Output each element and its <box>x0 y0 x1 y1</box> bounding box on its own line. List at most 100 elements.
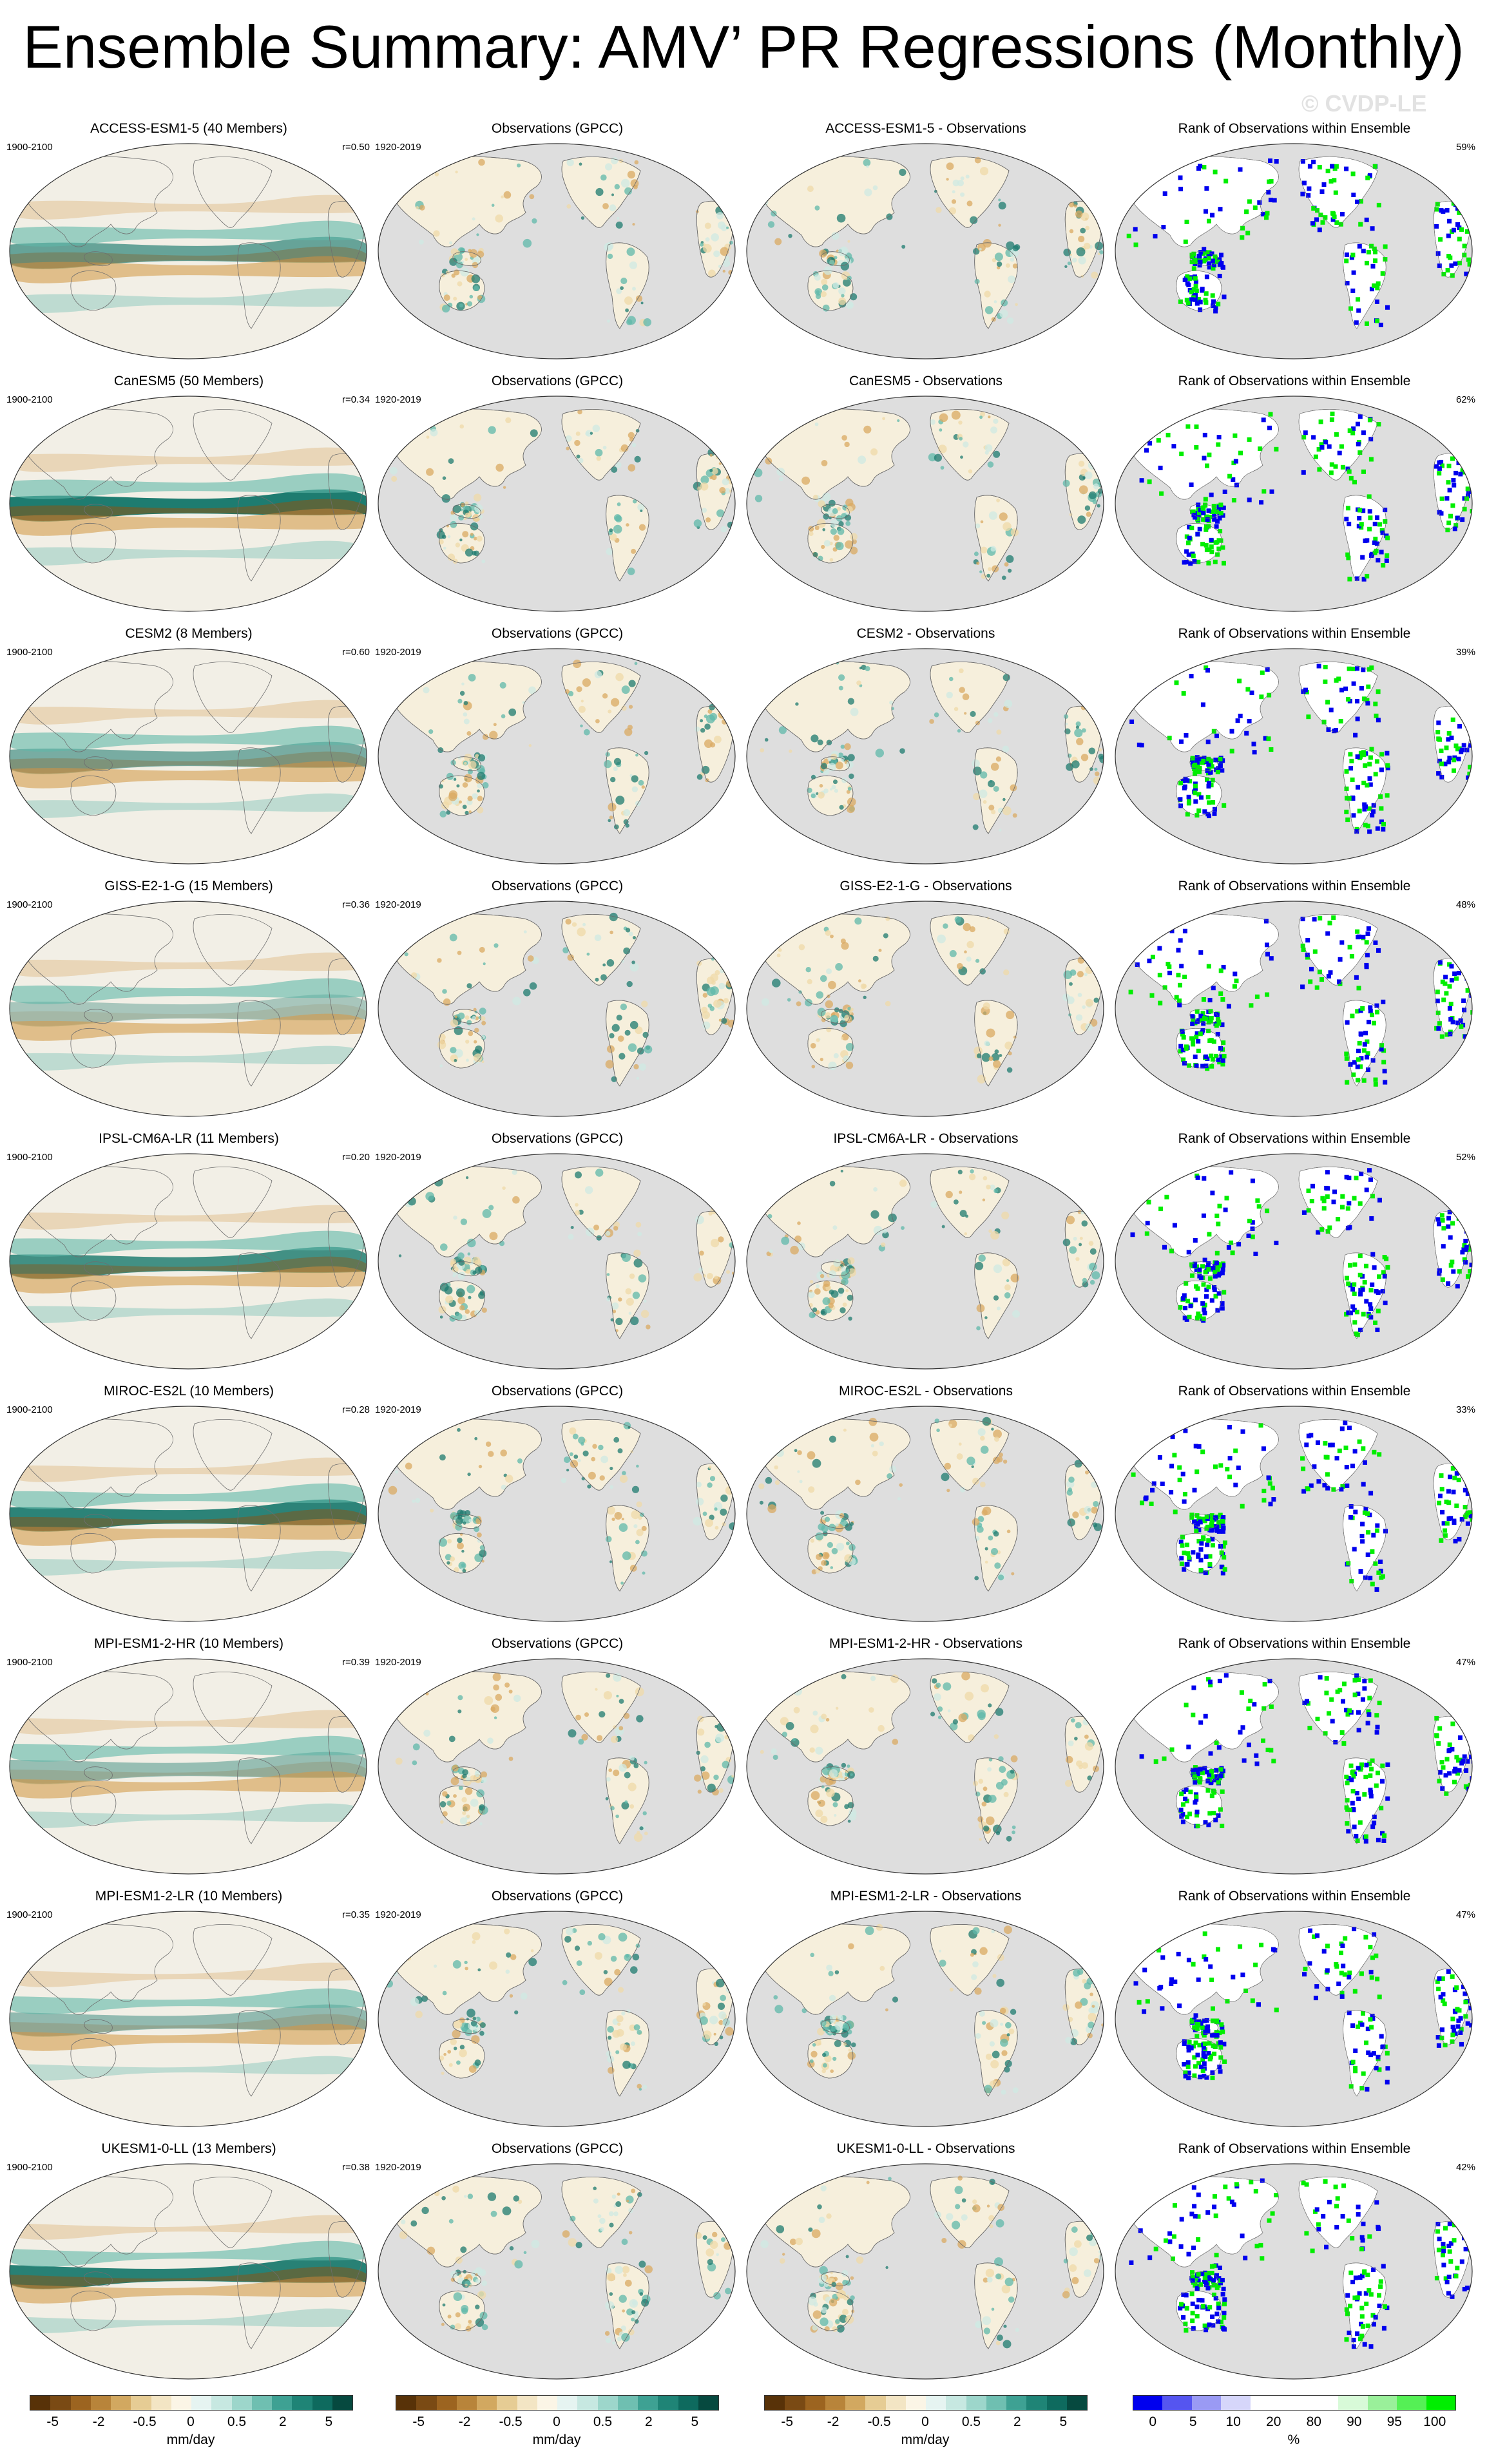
precip-anomaly-patch <box>641 785 645 789</box>
precip-anomaly-patch <box>461 1022 465 1026</box>
precip-anomaly-patch <box>473 537 477 540</box>
precip-anomaly-patch <box>611 1024 620 1032</box>
precip-anomaly-patch <box>628 1312 632 1315</box>
rank-cell <box>1448 513 1453 519</box>
precip-anomaly-patch <box>771 1748 777 1755</box>
rank-cell <box>1381 1838 1386 1843</box>
precip-anomaly-patch <box>1077 993 1082 997</box>
precip-anomaly-patch <box>814 1288 821 1295</box>
precip-anomaly-patch <box>984 1547 988 1551</box>
rank-cell <box>1186 282 1191 287</box>
rank-cell <box>1334 432 1339 437</box>
rank-cell <box>1368 1177 1373 1182</box>
precip-anomaly-patch <box>1001 299 1008 307</box>
rank-cell <box>1365 260 1369 265</box>
rank-cell <box>1350 171 1356 177</box>
rank-cell <box>1203 1820 1208 1825</box>
rank-cell <box>1383 519 1388 524</box>
precip-anomaly-patch <box>952 190 955 194</box>
precip-anomaly-patch <box>626 2308 634 2316</box>
rank-cell <box>1361 249 1366 254</box>
rank-cell <box>1364 217 1369 222</box>
model-map <box>8 142 369 361</box>
rank-cell <box>1329 462 1334 467</box>
precip-anomaly-patch <box>617 216 620 220</box>
period-label: 1920-2019 <box>375 1909 421 1920</box>
precip-anomaly-patch <box>529 982 537 990</box>
rank-cell <box>1306 714 1311 720</box>
rank-cell <box>1133 1981 1138 1986</box>
rank-cell <box>1200 702 1205 707</box>
rank-cell <box>1186 1250 1191 1255</box>
rank-cell <box>1470 1539 1472 1544</box>
precip-anomaly-patch <box>387 422 396 432</box>
precip-anomaly-patch <box>960 176 964 180</box>
rank-cell <box>1201 1282 1206 1287</box>
rank-cell <box>1453 743 1459 749</box>
precip-anomaly-patch <box>973 248 980 255</box>
precip-anomaly-patch <box>450 1261 454 1266</box>
precip-anomaly-patch <box>450 1512 458 1520</box>
obs-panel: Observations (GPCC) 1920-2019 <box>374 368 741 621</box>
rank-cell <box>1347 1974 1352 1980</box>
precip-anomaly-patch <box>609 533 617 541</box>
rank-cell <box>1344 787 1349 791</box>
precip-anomaly-patch <box>988 511 997 520</box>
rank-cell <box>1373 940 1378 945</box>
map-background <box>378 396 735 611</box>
rank-cell <box>1274 159 1279 164</box>
precip-anomaly-patch <box>930 1201 937 1208</box>
rank-cell <box>1356 1796 1361 1801</box>
rank-cell <box>1204 524 1209 529</box>
rank-cell <box>1301 470 1306 475</box>
rank-cell <box>1381 1270 1386 1275</box>
rank-cell <box>1466 490 1471 494</box>
rank-cell <box>1213 169 1218 175</box>
rank-cell <box>1361 2071 1366 2076</box>
map-background <box>747 1406 1104 1621</box>
precip-anomaly-patch <box>642 2085 648 2090</box>
rank-cell <box>1244 209 1249 215</box>
model-panel: ACCESS-ESM1-5 (40 Members) 1900-2100 r=0.5… <box>5 116 372 368</box>
rank-cell <box>1354 829 1359 834</box>
rank-cell <box>1193 1297 1198 1303</box>
precip-anomaly-patch <box>620 178 630 188</box>
rank-cell <box>1199 1018 1204 1023</box>
rank-cell <box>1468 1212 1472 1218</box>
rank-cell <box>1221 1263 1226 1268</box>
precip-anomaly-patch <box>957 1169 963 1174</box>
precip-anomaly-patch <box>831 1547 838 1554</box>
precip-anomaly-patch <box>819 784 823 788</box>
precip-anomaly-patch <box>834 256 838 260</box>
precip-anomaly-patch <box>1012 1825 1016 1829</box>
precip-anomaly-patch <box>820 291 827 298</box>
rank-cell <box>1135 931 1140 936</box>
precip-anomaly-patch <box>465 1776 471 1782</box>
precip-anomaly-patch <box>807 186 814 193</box>
rank-cell <box>1350 1800 1355 1806</box>
rank-cell <box>1162 1245 1167 1250</box>
rank-cell <box>1187 535 1192 540</box>
rank-cell <box>1186 1958 1191 1963</box>
rank-cell <box>1437 510 1442 515</box>
robinson-map-svg <box>378 2163 736 2380</box>
rank-cell <box>1460 468 1465 473</box>
precip-anomaly-patch <box>986 573 991 578</box>
precip-anomaly-patch <box>1068 1476 1075 1483</box>
rank-cell <box>1147 432 1152 437</box>
rank-cell <box>1365 1051 1370 1056</box>
rank-cell <box>1149 1502 1154 1506</box>
rank-cell <box>1354 576 1359 581</box>
rank-cell <box>1325 1968 1330 1973</box>
rank-cell <box>1197 1267 1202 1272</box>
rank-cell <box>1193 279 1198 284</box>
precip-anomaly-patch <box>646 1324 651 1330</box>
precip-anomaly-patch <box>717 2002 725 2010</box>
precip-anomaly-patch <box>976 1326 981 1331</box>
precip-anomaly-patch <box>609 1033 615 1038</box>
precip-anomaly-patch <box>993 1264 1003 1274</box>
rank-cell <box>1220 1058 1225 1063</box>
rank-cell <box>1456 1477 1461 1482</box>
rank-cell <box>1383 257 1388 262</box>
precip-anomaly-patch <box>530 429 538 437</box>
